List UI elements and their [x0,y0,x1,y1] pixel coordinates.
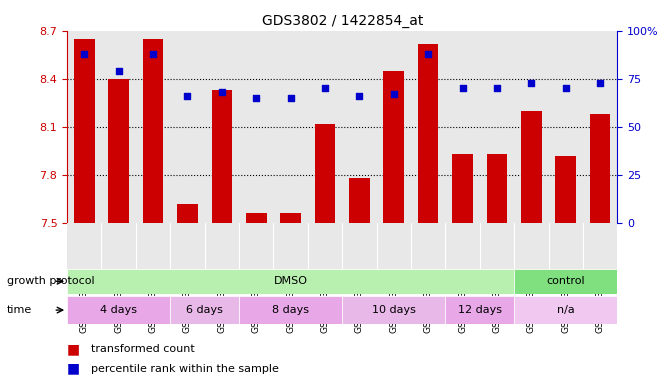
Text: 6 days: 6 days [187,305,223,315]
FancyBboxPatch shape [342,296,446,324]
Point [354,93,365,99]
Bar [521,111,541,223]
Bar [452,154,473,223]
Point [217,89,227,95]
Text: ■: ■ [67,362,81,376]
Point [423,51,433,57]
Text: 8 days: 8 days [272,305,309,315]
Text: DMSO: DMSO [274,276,307,286]
Point [285,95,296,101]
Bar [280,213,301,223]
Text: control: control [546,276,585,286]
Text: time: time [7,305,32,315]
FancyBboxPatch shape [67,296,170,324]
FancyBboxPatch shape [514,296,617,324]
Point [560,85,571,91]
Bar [315,124,336,223]
Point [113,68,124,74]
FancyBboxPatch shape [446,296,514,324]
Point [251,95,262,101]
Bar [108,79,129,223]
FancyBboxPatch shape [170,296,239,324]
Point [595,79,605,86]
Point [526,79,537,86]
Bar [590,114,611,223]
Point [492,85,503,91]
FancyBboxPatch shape [239,296,342,324]
Text: 4 days: 4 days [100,305,137,315]
Text: percentile rank within the sample: percentile rank within the sample [91,364,278,374]
Point [182,93,193,99]
Bar [556,156,576,223]
Point [79,51,90,57]
FancyBboxPatch shape [514,269,617,294]
Bar [143,39,163,223]
Bar [74,39,95,223]
FancyBboxPatch shape [67,269,514,294]
Point [457,85,468,91]
Point [389,91,399,97]
Bar [211,90,232,223]
Text: ■: ■ [67,343,81,356]
Title: GDS3802 / 1422854_at: GDS3802 / 1422854_at [262,14,423,28]
Text: n/a: n/a [557,305,574,315]
Bar [486,154,507,223]
Bar [177,204,198,223]
Text: 12 days: 12 days [458,305,502,315]
Text: growth protocol: growth protocol [7,276,95,286]
Bar [418,43,438,223]
Point [148,51,158,57]
Text: 10 days: 10 days [372,305,416,315]
Bar [383,71,404,223]
Point [319,85,330,91]
Text: transformed count: transformed count [91,344,195,354]
Bar [349,178,370,223]
Bar [246,213,266,223]
